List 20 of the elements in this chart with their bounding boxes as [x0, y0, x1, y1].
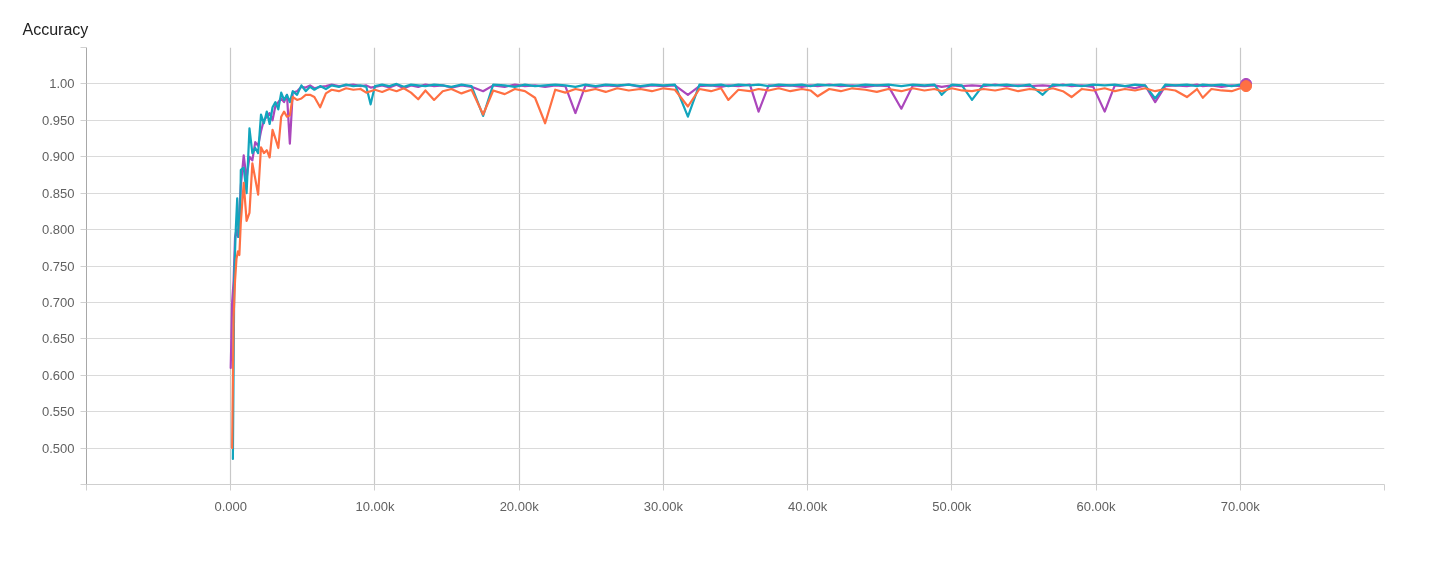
x-tick-label: 50.00k [932, 498, 972, 514]
y-tick-label: 0.600 [41, 367, 75, 383]
x-tick-label: 10.00k [355, 498, 395, 514]
y-tick-label: 0.750 [41, 258, 75, 274]
y-tick-label: 0.800 [41, 222, 75, 238]
y-tick-label: 0.700 [41, 294, 75, 310]
y-tick-label: 0.500 [41, 440, 75, 456]
x-tick-label: 70.00k [1220, 498, 1261, 514]
x-tick-label: 40.00k [788, 498, 828, 514]
x-tick-label: 30.00k [643, 498, 684, 514]
x-tick-label: 0.000 [214, 498, 247, 514]
chart-title: Accuracy [22, 20, 89, 38]
x-tick-label: 60.00k [1076, 498, 1117, 514]
y-tick-label: 0.950 [41, 112, 75, 128]
y-tick-label: 0.850 [41, 185, 75, 201]
y-tick-label: 0.550 [41, 404, 75, 420]
y-tick-label: 1.00 [49, 76, 75, 92]
y-tick-label: 0.650 [41, 331, 75, 347]
x-tick-label: 20.00k [499, 498, 540, 514]
y-tick-label: 0.900 [41, 149, 75, 165]
